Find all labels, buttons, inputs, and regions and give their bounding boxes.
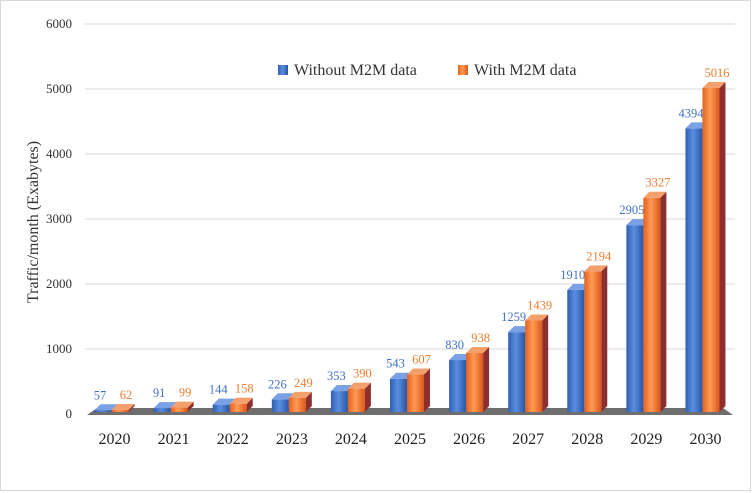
y-tick-label: 0 — [66, 406, 73, 421]
x-tick-label: 2025 — [394, 431, 426, 448]
bar-with-m2m — [347, 382, 371, 412]
data-label: 353 — [327, 369, 346, 383]
bar-with-m2m — [525, 314, 549, 412]
y-axis-ticks: 0 1000 2000 3000 4000 5000 6000 — [46, 16, 72, 421]
data-label: 390 — [353, 367, 372, 381]
bar-with-m2m — [643, 191, 667, 412]
x-tick-label: 2022 — [217, 431, 249, 448]
bar-with-m2m — [229, 397, 253, 412]
data-label: 158 — [235, 382, 254, 396]
legend-swatch-with-m2m — [458, 65, 468, 75]
data-label: 938 — [471, 331, 490, 345]
x-tick-label: 2021 — [158, 431, 190, 448]
data-label: 3327 — [645, 176, 670, 190]
y-tick-label: 3000 — [46, 211, 72, 226]
bar-with-m2m — [170, 401, 194, 412]
y-tick-label: 2000 — [46, 276, 72, 291]
bar-with-m2m — [407, 368, 430, 412]
data-label: 144 — [209, 383, 229, 397]
data-label: 249 — [294, 376, 313, 390]
data-label: 91 — [153, 386, 166, 400]
y-axis-label: Traffic/month (Exabytes) — [25, 141, 42, 303]
data-label: 4394 — [678, 106, 704, 120]
legend-label-without-m2m: Without M2M data — [294, 62, 417, 79]
data-label: 62 — [120, 388, 133, 402]
legend-swatch-without-m2m — [278, 65, 288, 75]
x-tick-label: 2027 — [512, 431, 544, 448]
x-tick-label: 2029 — [630, 431, 662, 448]
x-tick-label: 2026 — [453, 431, 485, 448]
x-tick-label: 2023 — [276, 431, 308, 448]
bar-with-m2m — [702, 81, 726, 413]
data-label: 607 — [412, 353, 431, 367]
bar-with-m2m — [288, 391, 312, 412]
x-tick-label: 2024 — [335, 431, 367, 448]
bar-with-m2m — [111, 403, 135, 412]
y-tick-label: 4000 — [46, 146, 72, 161]
legend: Without M2M data With M2M data — [278, 62, 576, 79]
data-label: 2194 — [586, 249, 612, 263]
bar-with-m2m — [466, 347, 490, 412]
x-tick-label: 2028 — [571, 431, 603, 448]
data-label: 99 — [179, 386, 192, 400]
data-label: 1439 — [527, 298, 552, 312]
data-label: 1910 — [560, 268, 585, 282]
data-label: 830 — [445, 338, 464, 352]
y-tick-label: 6000 — [46, 16, 72, 31]
data-label: 57 — [94, 388, 107, 402]
data-label: 5016 — [704, 66, 729, 80]
y-tick-label: 1000 — [46, 341, 72, 356]
data-label: 226 — [268, 377, 287, 391]
legend-label-with-m2m: With M2M data — [474, 62, 576, 79]
data-label: 1259 — [501, 310, 526, 324]
x-axis-ticks: 2020 2021 2022 2023 2024 2025 2026 2027 2028 2029… — [99, 431, 722, 448]
x-tick-label: 2030 — [689, 431, 721, 448]
x-tick-label: 2020 — [99, 431, 131, 448]
bars: 57 62 91 99 144 158 226 249 353 390 543 607 830 938 12… — [94, 66, 729, 413]
y-tick-label: 5000 — [46, 81, 72, 96]
data-label: 2905 — [619, 203, 644, 217]
data-label: 543 — [386, 357, 405, 371]
bar-with-m2m — [584, 265, 608, 412]
